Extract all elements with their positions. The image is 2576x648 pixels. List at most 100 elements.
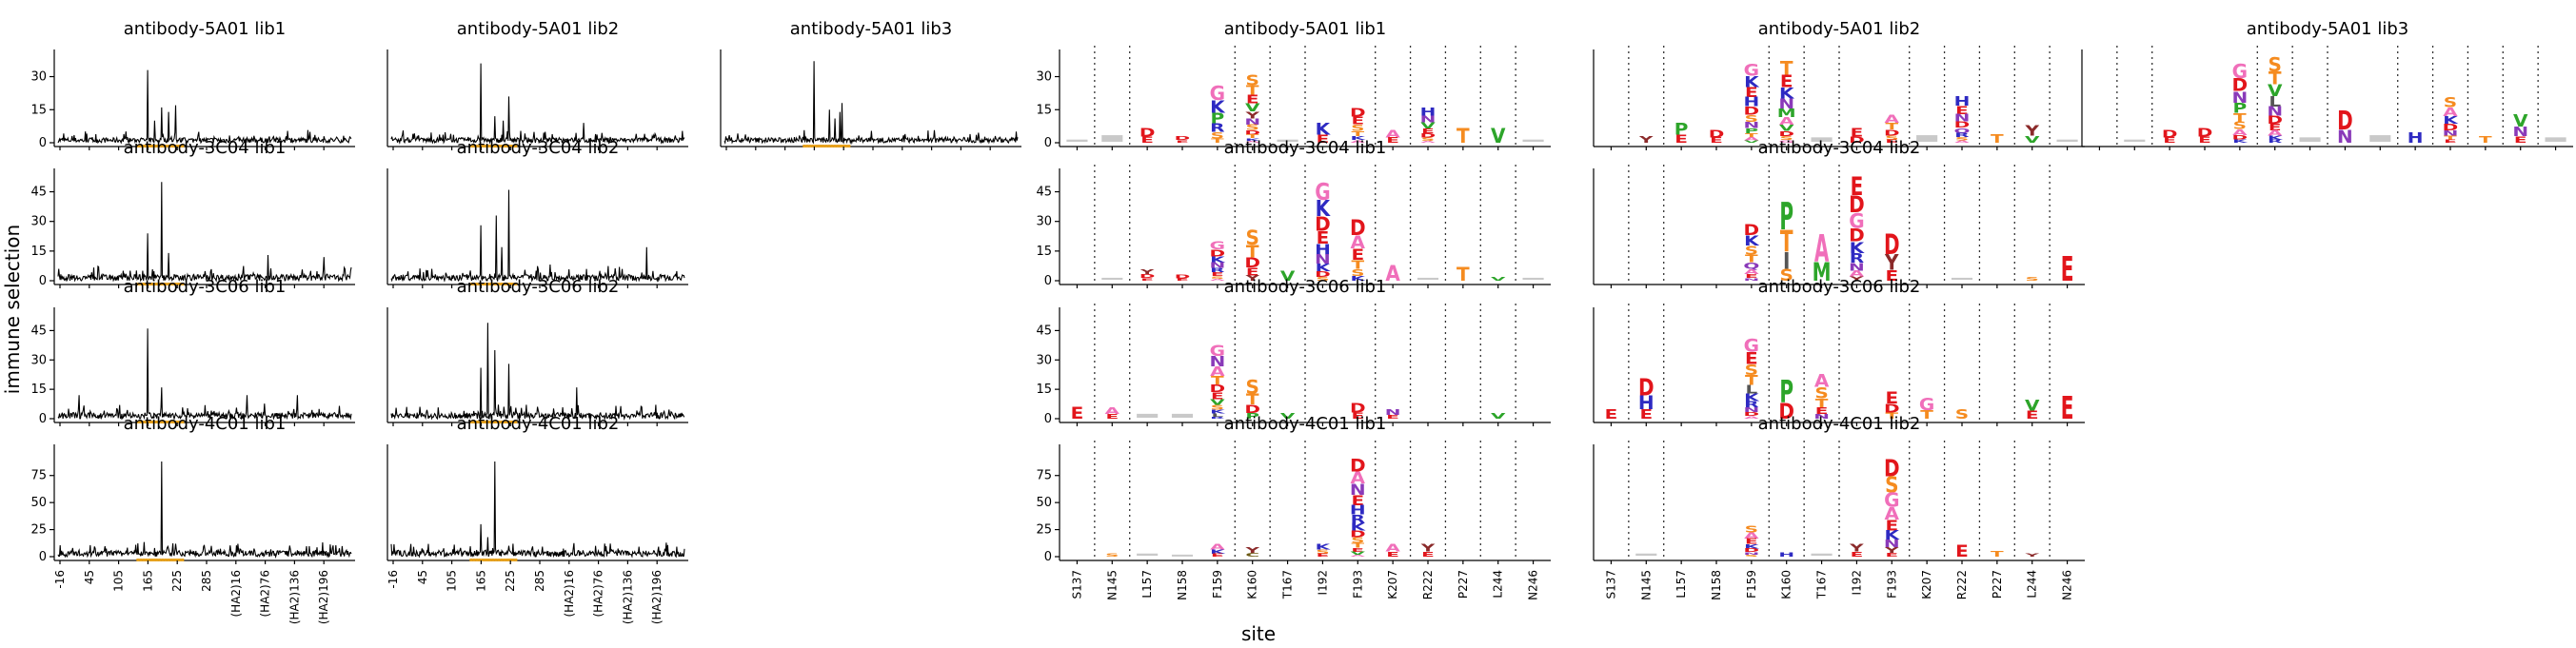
logo-letter: N	[1884, 538, 1900, 549]
y-tick-label: 75	[1036, 469, 1052, 483]
logo-letter: H	[1420, 106, 1437, 118]
logo-letter: G	[1744, 62, 1759, 80]
logo-site-marker	[155, 283, 159, 285]
logo-site-marker	[155, 559, 159, 561]
logo-site-marker	[148, 283, 151, 285]
logo-site-marker	[514, 559, 518, 561]
logo-residual	[1137, 553, 1159, 556]
logo-letter: N	[1385, 407, 1401, 417]
logo-letter: A	[1210, 279, 1224, 282]
logo-site-marker	[500, 421, 504, 423]
site-label: P227	[1456, 570, 1470, 599]
logo-letter: S	[1246, 226, 1259, 249]
logo-letter: T	[1745, 252, 1758, 265]
logo-letter: V	[1420, 121, 1436, 130]
logo-residual	[1101, 135, 1123, 142]
panel-title: antibody-3C06 lib1	[1224, 277, 1387, 297]
logo-site-marker	[827, 145, 831, 147]
logo-letter: S	[1351, 536, 1364, 544]
logo-letter: D	[1709, 128, 1725, 140]
logo-letter: L	[1211, 413, 1223, 418]
logo-site-marker	[497, 559, 501, 561]
logo-site-marker	[155, 145, 159, 147]
logo-site-marker	[142, 421, 146, 423]
logo-letter: E	[2269, 123, 2282, 133]
logo-letter: I	[1783, 249, 1790, 275]
logo-letter: G	[1210, 239, 1225, 251]
logo-letter: R	[1210, 267, 1225, 274]
logo-letter: P	[1779, 196, 1793, 239]
logo-letter: Y	[2024, 553, 2040, 558]
logo-panel: antibody-5A01 lib3DEDEGDNPTSADKSTVLNDEAK…	[2081, 19, 2573, 150]
logo-panel: antibody-4C01 lib1 0 25 50 75 S137 N145 S L157 N1…	[1036, 414, 1551, 600]
logo-site-marker	[150, 559, 154, 561]
panel-title: antibody-3C06 lib1	[124, 277, 287, 297]
logo-site-marker	[164, 145, 168, 147]
logo-site-marker	[817, 145, 821, 147]
logo-letter: E	[2444, 140, 2457, 144]
logo-letter: K	[1351, 135, 1366, 141]
site-label: T167	[1281, 570, 1295, 599]
logo-letter: E	[1885, 552, 1898, 558]
logo-letter: T	[2444, 135, 2457, 142]
logo-letter: K	[2268, 135, 2283, 142]
logo-site-marker	[494, 421, 498, 423]
logo-letter: A	[1351, 232, 1365, 253]
logo-site-marker	[500, 145, 504, 147]
logo-residual	[1522, 139, 1544, 142]
logo-letter: A	[1885, 504, 1900, 524]
logo-letter: G	[1210, 343, 1225, 361]
logo-site-marker	[161, 283, 165, 285]
logo-letter: D	[1884, 401, 1900, 415]
logo-letter: S	[1351, 123, 1364, 133]
logo-letter: A	[1885, 112, 1900, 126]
logo-site-marker	[847, 145, 851, 147]
x-tick-label: 225	[504, 570, 517, 592]
logo-residual	[2545, 137, 2566, 142]
logo-letter: S	[1745, 112, 1758, 124]
logo-site-marker	[472, 559, 476, 561]
y-tick-label: 25	[1036, 523, 1052, 538]
logo-site-marker	[178, 283, 182, 285]
logo-letter: S	[1885, 473, 1898, 499]
selection-line-panel: antibody-5A01 lib2	[386, 19, 688, 150]
logo-site-marker	[167, 283, 170, 285]
logo-letter: T	[1246, 84, 1259, 99]
logo-letter: Y	[1244, 545, 1260, 555]
logo-letter: D	[1954, 120, 1971, 129]
logo-letter: V	[1245, 102, 1260, 114]
logo-letter: G	[1849, 209, 1864, 233]
logo-letter: G	[1884, 489, 1899, 512]
logo-letter: V	[1491, 124, 1505, 147]
y-tick-label: 0	[39, 412, 47, 426]
logo-letter: E	[1421, 128, 1435, 135]
logo-site-marker	[469, 421, 473, 423]
logo-letter: G	[1210, 82, 1225, 105]
logo-site-marker	[136, 283, 140, 285]
logo-site-marker	[488, 421, 492, 423]
y-tick-label: 15	[1036, 383, 1052, 397]
x-tick-label: (HA2)136	[621, 570, 634, 624]
logo-letter: R	[1744, 400, 1759, 409]
logo-letter: K	[1316, 262, 1331, 273]
logo-letter: E	[2061, 391, 2074, 426]
logo-site-marker	[488, 145, 492, 147]
selection-trace	[57, 182, 352, 283]
logo-letter: E	[1885, 518, 1898, 535]
logo-letter: T	[1745, 373, 1758, 388]
panel-title: antibody-5A01 lib3	[790, 19, 952, 39]
logo-site-marker	[139, 559, 143, 561]
logo-letter: A	[1385, 541, 1400, 554]
logo-site-marker	[152, 421, 156, 423]
logo-letter: Y	[1139, 267, 1156, 276]
logo-letter: M	[1813, 257, 1832, 287]
y-tick-label: 30	[30, 353, 47, 367]
logo-site-marker	[175, 421, 179, 423]
logo-panel: antibody-3C04 lib10153045YDEDEGDKNRESAST…	[1036, 138, 1551, 288]
logo-site-marker	[508, 145, 512, 147]
logo-letter: S	[1246, 73, 1259, 89]
site-label: F159	[1745, 570, 1758, 599]
logo-site-marker	[514, 421, 518, 423]
panel-title: antibody-3C06 lib2	[1758, 277, 1921, 297]
